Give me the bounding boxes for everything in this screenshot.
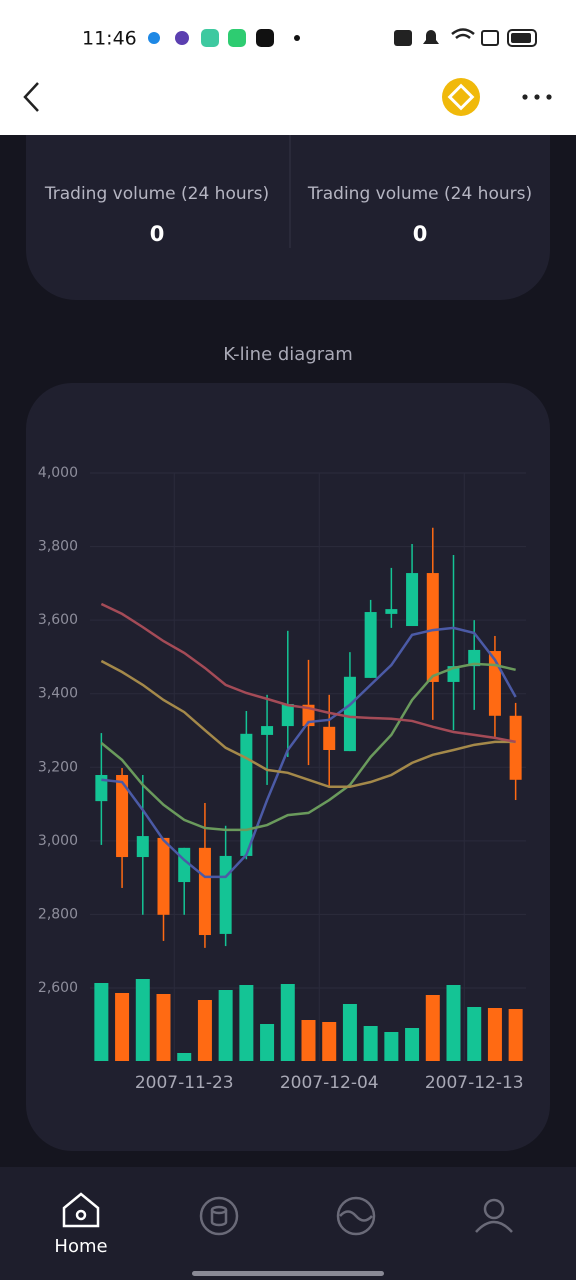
candle-body [364,612,377,678]
nav-profile[interactable] [475,1198,513,1233]
stat-label: Trading volume (24 hours) [44,184,269,204]
volume-bar [260,1024,275,1061]
y-tick-label: 2,600 [38,980,78,996]
volume-bar [197,1000,212,1061]
volume-bar [301,1020,316,1061]
y-tick-label: 3,800 [38,539,78,555]
candle-body [157,837,170,915]
header-bg [0,0,576,135]
y-tick-label: 3,600 [38,612,78,628]
x-tick-label: 2007-12-13 [425,1073,524,1093]
volume-bar [363,1026,378,1061]
section-title: K-line diagram [223,344,352,365]
nav-label: Home [54,1236,107,1257]
y-tick-label: 2,800 [38,906,78,922]
candle-body [136,836,149,858]
moving-average-line [101,626,517,879]
volume-bar [94,983,109,1061]
y-tick-label: 3,400 [38,686,78,702]
volume-bar [239,985,254,1061]
candle-body [116,775,129,858]
nav-home[interactable]: Home [54,1192,108,1257]
candle-body [343,676,356,752]
candle-body [219,855,232,934]
candle-body [198,847,211,936]
volume-bar [405,1028,420,1061]
candle-body [426,573,439,682]
candle-body [95,775,108,802]
status-time: 11:46 [82,28,137,50]
volume-bar [156,994,171,1061]
stats-card [26,135,550,300]
y-tick-label: 4,000 [38,465,78,481]
home-indicator [192,1271,384,1276]
candle-body [240,733,253,856]
candle-body [468,649,481,667]
volume-bar [467,1007,482,1061]
moving-average-line [100,662,516,832]
stat-value: 0 [150,222,165,246]
volume-bar [384,1032,399,1061]
coin-icon[interactable] [442,78,480,116]
x-tick-label: 2007-12-04 [280,1073,379,1093]
x-tick-label: 2007-11-23 [135,1073,234,1093]
more-button[interactable] [522,94,552,100]
moving-average-line [100,602,516,744]
back-button[interactable] [23,82,39,112]
volume-bar [508,1009,523,1061]
volume-bar [322,1022,337,1061]
volume-bar [487,1008,502,1061]
status-icons [148,28,537,47]
volume-bar [135,979,150,1061]
nav-markets[interactable] [199,1196,239,1236]
volume-bar [446,985,461,1061]
y-tick-label: 3,000 [38,833,78,849]
volume-bar [177,1053,192,1061]
volume-bar [425,995,440,1061]
candle-body [406,573,419,627]
volume-bar [280,984,295,1061]
volume-bar [115,993,130,1061]
candle-body [385,609,398,614]
candle-body [323,726,336,750]
stat-label: Trading volume (24 hours) [307,184,532,204]
nav-trade[interactable] [336,1196,376,1236]
y-tick-label: 3,200 [38,759,78,775]
candle-body [509,715,522,780]
volume-bar [218,990,233,1061]
moving-average-line [100,659,516,789]
volume-bar [342,1004,357,1061]
candle-body [281,704,294,727]
stat-value: 0 [413,222,428,246]
chart: 2,600 2,800 3,000 3,200 3,400 3,600 3,800 4,000… [38,465,526,1093]
bottom-nav [0,1167,576,1280]
candle-body [261,726,274,735]
